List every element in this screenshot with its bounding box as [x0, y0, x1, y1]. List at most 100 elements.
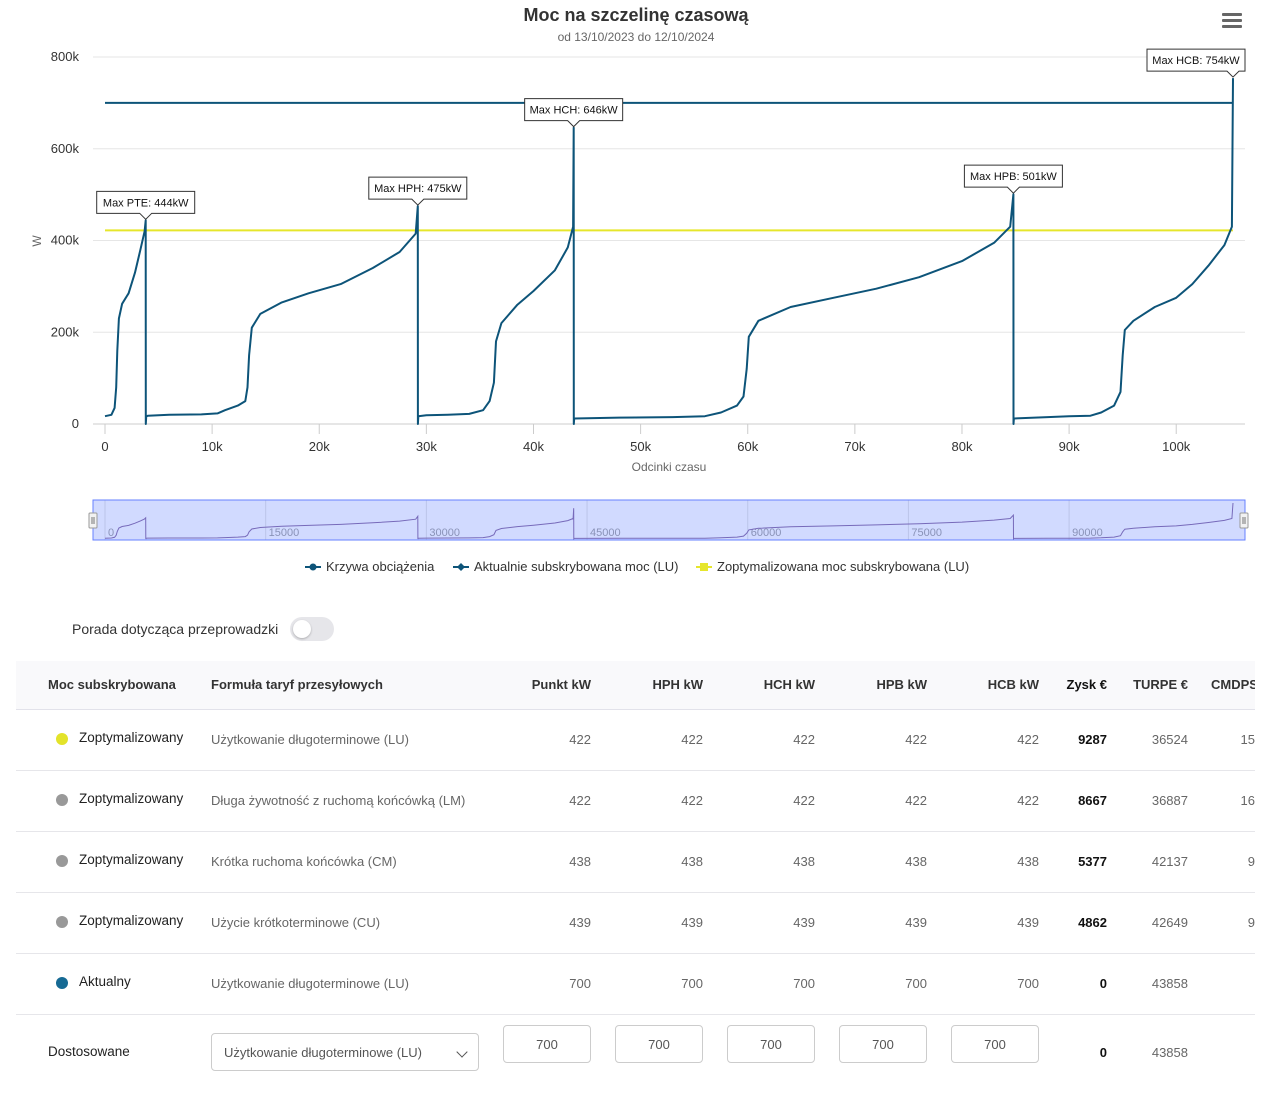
row-formula: Użytkowanie długoterminowe (LU)	[211, 976, 409, 991]
x-tick-label: 0	[101, 439, 108, 454]
moving-advice: Porada dotycząca przeprowadzki	[72, 616, 335, 642]
moving-advice-toggle[interactable]	[290, 617, 335, 641]
header-hpb[interactable]: HPB kW	[876, 677, 927, 692]
chart-subtitle: od 13/10/2023 do 12/10/2024	[558, 30, 715, 44]
status-dot	[56, 794, 68, 806]
x-tick-label: 60k	[737, 439, 758, 454]
header-zysk[interactable]: Zysk €	[1066, 677, 1107, 692]
square-marker-icon	[696, 563, 712, 571]
navigator-selection[interactable]	[92, 499, 1246, 541]
header-cmdps[interactable]: CMDPS	[1211, 677, 1255, 692]
row-formula: Użytkowanie długoterminowe (LU)	[211, 732, 409, 747]
custom-hph-input[interactable]	[615, 1025, 703, 1063]
peak-annotation-label: Max HCH: 646kW	[530, 105, 619, 117]
custom-row-label: Dostosowane	[48, 1044, 130, 1059]
row-cmdps: 9	[1247, 854, 1255, 869]
status-dot	[56, 733, 68, 745]
table-row[interactable]: Zoptymalizowany Krótka ruchoma końcówka (…	[16, 832, 1255, 893]
table-row[interactable]: Aktualny Użytkowanie długoterminowe (LU) 7…	[16, 954, 1255, 1015]
chart-title: Moc na szczelinę czasową	[523, 5, 749, 25]
x-axis-title: Odcinki czasu	[632, 460, 707, 474]
row-hph: 700	[681, 976, 703, 991]
row-hch: 422	[793, 793, 815, 808]
navigator-handle-right[interactable]	[1239, 512, 1249, 529]
y-axis-title: W	[30, 235, 44, 247]
y-tick-label: 200k	[51, 324, 80, 339]
navigator-handle-left[interactable]	[88, 512, 98, 529]
x-tick-label: 90k	[1059, 439, 1080, 454]
x-tick-label: 10k	[202, 439, 223, 454]
row-hph: 438	[681, 854, 703, 869]
x-tick-label: 70k	[844, 439, 865, 454]
status-dot	[56, 977, 68, 989]
table-row[interactable]: Zoptymalizowany Użycie krótkoterminowe (C…	[16, 893, 1255, 954]
row-zysk: 8667	[1078, 793, 1107, 808]
table-header: Moc subskrybowana Formuła taryf przesyło…	[16, 661, 1255, 710]
table-row[interactable]: Zoptymalizowany Użytkowanie długoterminow…	[16, 710, 1255, 771]
row-punkt: 438	[569, 854, 591, 869]
y-tick-label: 600k	[51, 141, 80, 156]
toggle-knob	[293, 620, 312, 638]
row-label: Zoptymalizowany	[79, 730, 184, 745]
moving-advice-label: Porada dotycząca przeprowadzki	[72, 621, 279, 637]
peak-annotation-label: Max HPB: 501kW	[970, 171, 1057, 183]
header-tariff-formula[interactable]: Formuła taryf przesyłowych	[211, 677, 383, 692]
row-cmdps: 15	[1240, 732, 1255, 747]
custom-hcb-input[interactable]	[951, 1025, 1039, 1063]
custom-hpb-input[interactable]	[839, 1025, 927, 1063]
row-hch: 422	[793, 732, 815, 747]
header-hcb[interactable]: HCB kW	[987, 677, 1039, 692]
row-turpe: 43858	[1151, 976, 1188, 991]
header-subscribed-power[interactable]: Moc subskrybowana	[48, 677, 176, 692]
row-turpe: 42649	[1151, 915, 1188, 930]
row-zysk: 9287	[1078, 732, 1107, 747]
y-tick-label: 0	[72, 416, 79, 431]
navigator-label: 0	[108, 527, 114, 539]
row-turpe: 36524	[1151, 732, 1188, 747]
custom-zysk: 0	[1099, 1045, 1107, 1060]
chevron-down-icon	[456, 1046, 468, 1058]
custom-hch-input[interactable]	[727, 1025, 815, 1063]
custom-punkt-input[interactable]	[503, 1025, 591, 1063]
row-zysk: 0	[1099, 976, 1107, 991]
peak-annotation-label: Max HCB: 754kW	[1152, 55, 1240, 67]
header-punkt[interactable]: Punkt kW	[531, 677, 591, 692]
row-hph: 422	[681, 732, 703, 747]
chart-menu-hamburger-icon[interactable]	[1220, 10, 1244, 32]
y-tick-label: 400k	[51, 233, 80, 248]
navigator[interactable]: 0 15000 30000 45000 60000 75000 90000	[88, 499, 1249, 541]
row-hcb: 422	[1017, 732, 1039, 747]
legend-item-current-power[interactable]: Aktualnie subskrybowana moc (LU)	[453, 559, 678, 574]
series-load-curve[interactable]	[104, 78, 1234, 425]
tariff-formula-select[interactable]: Użytkowanie długoterminowe (LU)	[211, 1033, 479, 1071]
row-punkt: 422	[569, 793, 591, 808]
row-hpb: 438	[905, 854, 927, 869]
peak-annotation: Max HPB: 501kW	[963, 164, 1063, 194]
legend-item-optimized-power[interactable]: Zoptymalizowana moc subskrybowana (LU)	[696, 559, 969, 574]
row-hcb: 438	[1017, 854, 1039, 869]
row-label: Zoptymalizowany	[79, 791, 184, 806]
navigator-label: 75000	[911, 527, 942, 539]
header-turpe[interactable]: TURPE €	[1133, 677, 1188, 692]
x-tick-label: 80k	[951, 439, 972, 454]
legend-item-load-curve[interactable]: Krzywa obciążenia	[305, 559, 434, 574]
tariff-formula-select-value: Użytkowanie długoterminowe (LU)	[224, 1045, 422, 1060]
navigator-label: 60000	[751, 527, 782, 539]
row-hcb: 422	[1017, 793, 1039, 808]
row-label: Zoptymalizowany	[79, 913, 184, 928]
navigator-label: 15000	[269, 527, 300, 539]
circle-marker-icon	[305, 563, 321, 571]
row-punkt: 700	[569, 976, 591, 991]
row-turpe: 36887	[1151, 793, 1188, 808]
header-hph[interactable]: HPH kW	[652, 677, 703, 692]
status-dot	[56, 855, 68, 867]
table-row[interactable]: Zoptymalizowany Długa żywotność z ruchomą…	[16, 771, 1255, 832]
row-label: Aktualny	[79, 974, 131, 989]
header-hch[interactable]: HCH kW	[763, 677, 815, 692]
row-cmdps: 16	[1240, 793, 1255, 808]
y-tick-label: 800k	[51, 49, 80, 64]
load-chart: Moc na szczelinę czasową od 13/10/2023 d…	[30, 5, 1249, 541]
row-zysk: 4862	[1078, 915, 1107, 930]
x-tick-label: 50k	[630, 439, 651, 454]
row-hch: 438	[793, 854, 815, 869]
